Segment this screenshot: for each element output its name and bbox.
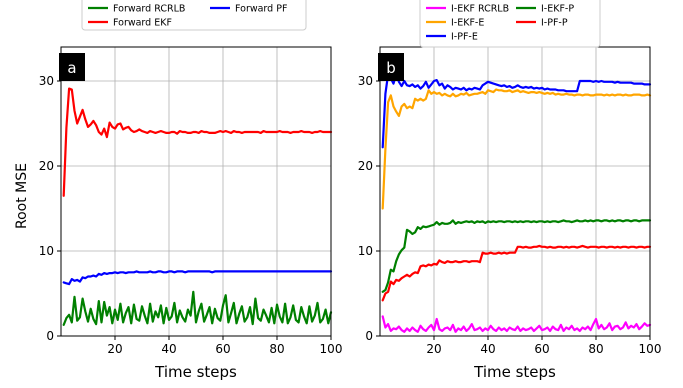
legend-box bbox=[419, 0, 601, 48]
y-tick-label: 30 bbox=[358, 74, 373, 88]
series-line-i-ekf-rcrlb bbox=[381, 315, 652, 333]
x-tick-label: 100 bbox=[639, 342, 662, 356]
y-tick-label: 30 bbox=[39, 74, 54, 88]
x-tick-label: 40 bbox=[480, 342, 495, 356]
chart-panel-b: 20 40 60 80 100 0 10 20 30 Time steps b I-EKF RCRLB… bbox=[358, 0, 662, 381]
x-tick-label: 20 bbox=[107, 342, 122, 356]
panel-label: b bbox=[386, 59, 396, 77]
panel-label-box bbox=[378, 53, 404, 81]
legend-box bbox=[81, 0, 307, 31]
x-tick-label: 80 bbox=[588, 342, 603, 356]
x-tick-label: 100 bbox=[320, 342, 343, 356]
series-line-forward-rcrlb bbox=[62, 290, 333, 326]
series-line-i-ekf-e bbox=[381, 88, 652, 210]
x-tick-label: 60 bbox=[534, 342, 549, 356]
x-axis-label: Time steps bbox=[473, 363, 556, 381]
y-tick-label: 0 bbox=[46, 329, 54, 343]
x-tick-label: 20 bbox=[426, 342, 441, 356]
y-tick-label: 10 bbox=[358, 244, 373, 258]
series-line-i-pf-e bbox=[381, 73, 652, 149]
legend: Forward RCRLB Forward EKF Forward PF bbox=[81, 0, 307, 31]
y-tick-label: 20 bbox=[358, 159, 373, 173]
x-tick-label: 40 bbox=[161, 342, 176, 356]
series-line-i-ekf-p bbox=[381, 219, 652, 293]
series-line-forward-ekf bbox=[62, 87, 333, 197]
legend-label: I-PF-E bbox=[451, 32, 478, 43]
y-axis-label: Root MSE bbox=[14, 163, 30, 229]
panel-label: a bbox=[67, 59, 76, 77]
legend-label: Forward EKF bbox=[113, 18, 172, 29]
legend-label: I-EKF-P bbox=[541, 4, 574, 15]
y-tick-label: 10 bbox=[39, 244, 54, 258]
legend: I-EKF RCRLB I-EKF-E I-PF-E I-EKF-P I-PF-P bbox=[419, 0, 601, 48]
legend-label: Forward RCRLB bbox=[113, 4, 185, 15]
legend-label: Forward PF bbox=[235, 4, 287, 15]
y-tick-label: 20 bbox=[39, 159, 54, 173]
x-tick-label: 60 bbox=[215, 342, 230, 356]
x-tick-label: 80 bbox=[269, 342, 284, 356]
legend-label: I-PF-P bbox=[541, 18, 568, 29]
legend-label: I-EKF-E bbox=[451, 18, 484, 29]
y-tick-label: 0 bbox=[365, 329, 373, 343]
panel-label-box bbox=[59, 53, 85, 81]
chart-panel-a: 20 40 60 80 100 0 10 20 30 Time steps a Forward RCR… bbox=[39, 0, 343, 381]
series-line-i-pf-p bbox=[381, 244, 652, 302]
legend-label: I-EKF RCRLB bbox=[451, 4, 509, 15]
plot-frame bbox=[60, 46, 332, 337]
series-line-forward-pf bbox=[62, 270, 333, 286]
x-axis-label: Time steps bbox=[154, 363, 237, 381]
